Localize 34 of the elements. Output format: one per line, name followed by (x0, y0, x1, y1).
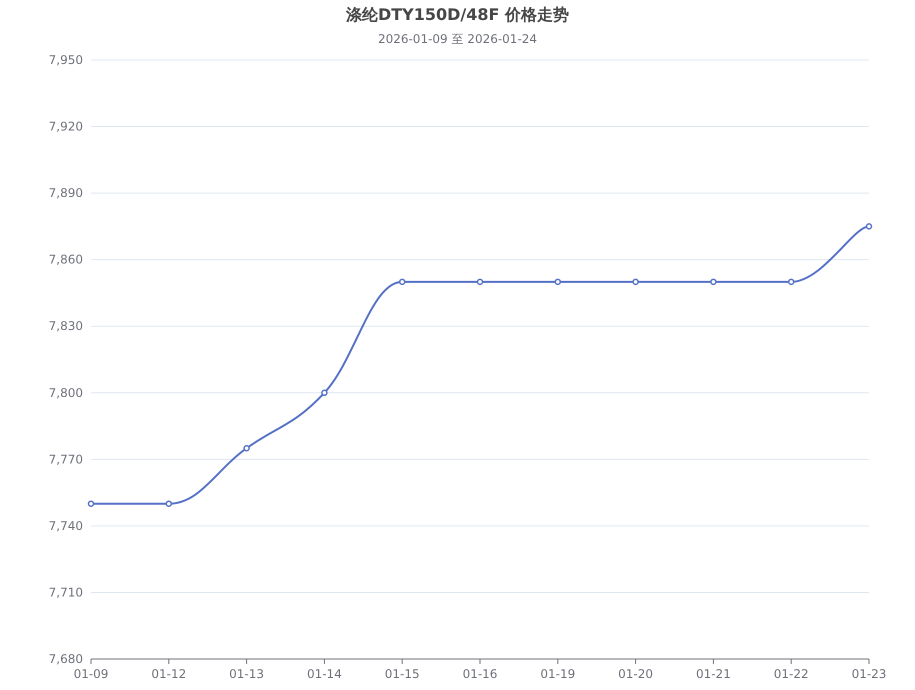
point (476, 278, 484, 286)
point (554, 278, 562, 286)
point (788, 278, 794, 286)
y-tick-label: 7,680 (48, 652, 83, 666)
x-tick-label: 01-23 (852, 667, 886, 681)
point (398, 278, 406, 286)
x-tick-label: 01-15 (384, 667, 420, 681)
y-tick-label: 7,950 (48, 53, 83, 67)
point (866, 223, 872, 230)
y-tick-label: 7,890 (48, 186, 83, 200)
x-tick-label: 01-20 (618, 667, 654, 681)
y-tick-label: 7,860 (48, 252, 83, 267)
y-tick-label: 7,710 (48, 585, 83, 600)
point (88, 500, 94, 507)
chart-title: 涤纶DTY150D/48F 价格走势 (344, 5, 570, 24)
x-tick-label: 01-19 (540, 667, 576, 681)
x-tick-label: 01-21 (696, 667, 731, 681)
x-tick-label: 01-14 (306, 667, 342, 681)
y-tick-label: 7,920 (48, 120, 83, 134)
y-tick-label: 7,800 (48, 386, 83, 400)
chart-subtitle: 2026-01-09 至 2026-01-24 (378, 32, 538, 46)
point (710, 278, 717, 286)
x-tick-label: 01-16 (462, 667, 498, 681)
y-tick-label: 7,740 (48, 518, 83, 533)
y-tick-label: 7,830 (48, 319, 83, 334)
point (632, 278, 639, 286)
x-tick-label: 01-22 (774, 667, 809, 681)
x-tick-label: 01-12 (151, 667, 186, 681)
point (166, 500, 172, 507)
point (243, 444, 250, 452)
x-tick-label: 01-13 (229, 667, 264, 681)
x-tick-label: 01-09 (74, 667, 108, 681)
point (321, 390, 328, 396)
y-tick-label: 7,770 (48, 452, 83, 466)
